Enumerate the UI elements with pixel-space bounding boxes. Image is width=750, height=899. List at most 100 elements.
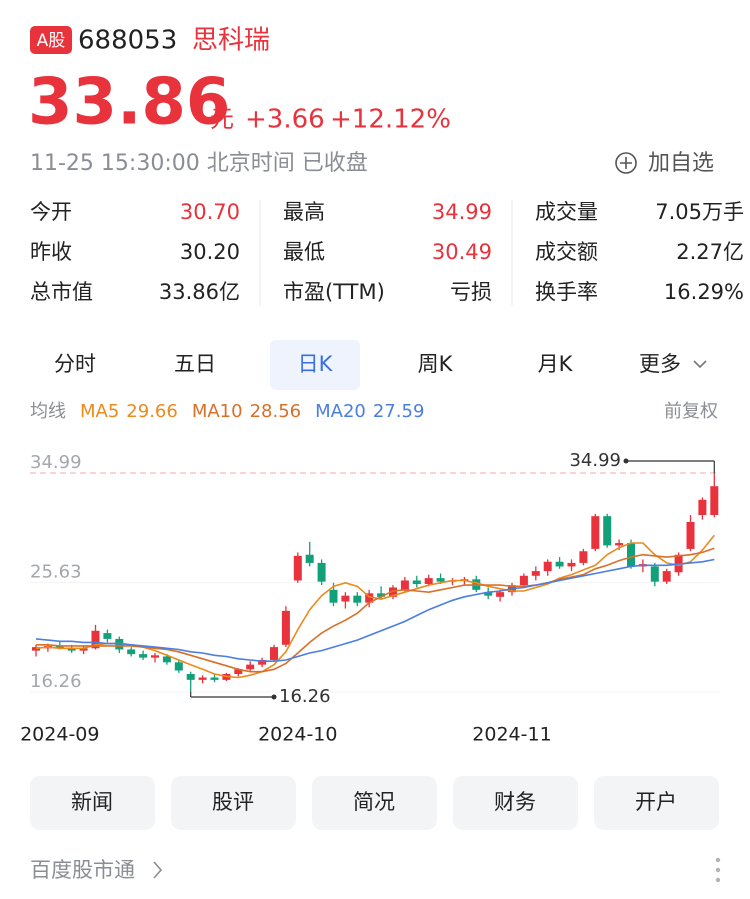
candle-body (543, 561, 552, 572)
ma-legend-value: 28.56 (250, 401, 302, 422)
candle-body (496, 592, 505, 597)
x-tick-label: 2024-10 (258, 724, 337, 746)
candle-body (531, 571, 540, 576)
button-text[interactable]: 开户 (635, 790, 677, 814)
button-bg[interactable] (312, 776, 437, 830)
ma-legend-value: 29.66 (126, 401, 178, 422)
ma-label: 均线 (30, 401, 66, 422)
candle-body (162, 656, 171, 663)
candle-body (91, 630, 100, 649)
candle-body (627, 543, 635, 567)
ma-line (35, 534, 715, 679)
more-icon[interactable] (715, 857, 721, 883)
adjust-mode[interactable]: 前复权 (664, 401, 718, 422)
candle-body (67, 648, 76, 651)
candle-body (270, 647, 278, 660)
stat-value: 34.99 (432, 200, 492, 224)
button-bg[interactable] (453, 776, 578, 830)
button-bg[interactable] (30, 776, 155, 830)
button-text[interactable]: 股评 (212, 790, 254, 814)
candle-body (650, 566, 659, 582)
stock-name: 思科瑞 (192, 26, 270, 56)
button-text[interactable]: 财务 (494, 790, 536, 814)
stat-value: 16.29% (664, 280, 744, 304)
tab[interactable]: 分时 (54, 352, 96, 376)
tab[interactable]: 周K (418, 352, 454, 376)
candle-body (293, 555, 302, 581)
min-dot (271, 694, 277, 700)
ma-line (35, 558, 715, 662)
stat-label: 最低 (283, 240, 325, 264)
footer-link[interactable]: 百度股市通 (30, 858, 135, 882)
change: +3.66 (245, 105, 325, 135)
candle-body (32, 647, 40, 651)
tab-active[interactable]: 日K (298, 352, 334, 376)
active-tab-bg (270, 340, 360, 390)
candle-body (353, 595, 362, 603)
ma-legend-name: MA5 (80, 401, 119, 422)
ma-line (36, 547, 715, 673)
candle-body (698, 499, 707, 515)
change-pct: +12.12% (330, 105, 451, 135)
tab[interactable]: 更多 (639, 352, 681, 376)
candle-body (519, 575, 528, 586)
stat-value: 亏损 (450, 280, 492, 304)
watch-button[interactable]: 加自选 (615, 151, 714, 176)
candle-body (377, 593, 386, 597)
candle-body (484, 592, 493, 596)
watch-text: 加自选 (648, 151, 714, 176)
candle-body (127, 649, 136, 655)
plus-icon-cross (620, 157, 632, 169)
badge-text: A股 (37, 31, 66, 51)
stat-value: 33.86亿 (159, 280, 240, 304)
candle-body (400, 580, 409, 590)
candle-body (305, 554, 314, 563)
candle-body (55, 645, 64, 649)
min-label: 16.26 (279, 686, 331, 707)
stat-label: 总市值 (30, 280, 93, 304)
stat-value: 30.20 (180, 240, 240, 264)
market-badge (30, 26, 72, 54)
candle-body (365, 593, 374, 603)
candle-body (139, 654, 148, 658)
candle-body (198, 677, 207, 680)
stat-value: 2.27亿 (676, 240, 744, 264)
candle-body (234, 669, 243, 675)
candle-body (579, 551, 588, 563)
stat-label: 市盈(TTM) (283, 280, 385, 304)
button-bg[interactable] (171, 776, 296, 830)
candle-body (710, 486, 719, 515)
ma-legend-name: MA20 (315, 401, 366, 422)
button-text[interactable]: 简况 (353, 790, 395, 814)
timestamp: 11-25 15:30:00 北京时间 已收盘 (30, 151, 368, 176)
candle-body (186, 674, 195, 680)
stat-label: 成交量 (535, 200, 598, 224)
y-tick-label: 25.63 (30, 561, 82, 582)
ma-legend-name: MA10 (192, 401, 243, 422)
candle-body (436, 578, 445, 582)
stat-label: 成交额 (535, 240, 598, 264)
price-unit: 元 (210, 105, 234, 133)
stat-label: 今开 (30, 200, 72, 224)
tab[interactable]: 五日 (174, 352, 216, 376)
candle-body (412, 580, 421, 584)
y-tick-label: 16.26 (30, 671, 82, 692)
button-bg[interactable] (594, 776, 719, 830)
candle-body (317, 562, 326, 582)
candle-body (103, 633, 112, 639)
candle-body (174, 662, 183, 671)
max-label: 34.99 (569, 450, 621, 471)
stat-value: 7.05万手 (655, 200, 744, 224)
x-tick-label: 2024-11 (472, 724, 551, 746)
candle-body (281, 610, 290, 645)
candle-body (567, 562, 576, 567)
tab[interactable]: 月K (538, 352, 574, 376)
button-text[interactable]: 新闻 (71, 790, 113, 814)
candle-body (151, 655, 159, 658)
stat-label: 昨收 (30, 240, 72, 264)
candle-body (329, 589, 338, 603)
chevron-right (153, 861, 163, 879)
candle-body (79, 648, 88, 651)
max-dot (623, 458, 629, 464)
y-tick-label: 34.99 (30, 452, 82, 473)
